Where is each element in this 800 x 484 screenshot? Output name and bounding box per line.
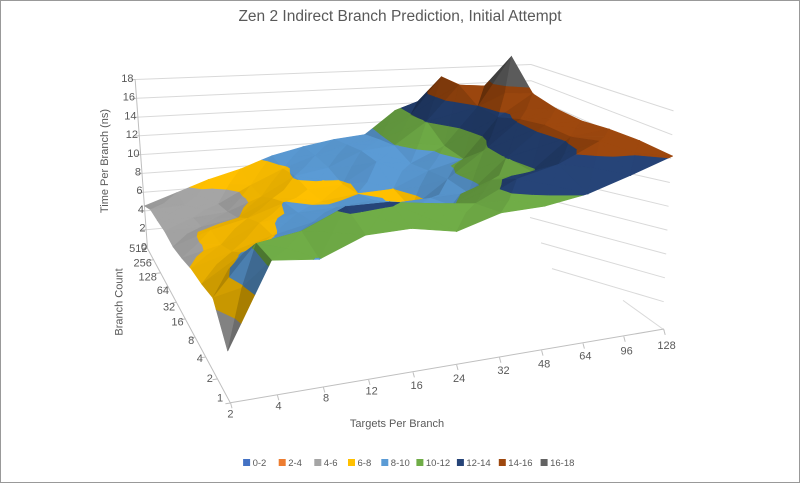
svg-text:12: 12 <box>365 385 377 397</box>
svg-text:128: 128 <box>657 340 675 352</box>
svg-text:8: 8 <box>323 392 329 404</box>
svg-text:64: 64 <box>579 350 591 362</box>
svg-text:6: 6 <box>136 185 142 197</box>
svg-text:32: 32 <box>497 365 509 377</box>
svg-text:16: 16 <box>171 317 183 329</box>
svg-text:16-18: 16-18 <box>550 458 574 469</box>
svg-text:16: 16 <box>410 380 422 392</box>
svg-text:Targets Per Branch: Targets Per Branch <box>350 418 444 430</box>
svg-text:12-14: 12-14 <box>466 458 490 469</box>
svg-text:4: 4 <box>275 400 281 412</box>
svg-text:96: 96 <box>620 345 632 357</box>
svg-text:4: 4 <box>138 204 144 216</box>
svg-text:48: 48 <box>538 359 550 371</box>
svg-text:1: 1 <box>217 393 223 405</box>
svg-text:32: 32 <box>163 302 175 314</box>
svg-text:128: 128 <box>139 272 157 284</box>
svg-text:0-2: 0-2 <box>253 458 267 469</box>
svg-text:8-10: 8-10 <box>391 458 410 469</box>
svg-text:8: 8 <box>188 335 194 347</box>
svg-text:10: 10 <box>127 148 139 160</box>
svg-text:2: 2 <box>227 409 233 421</box>
svg-text:Branch Count: Branch Count <box>114 268 126 335</box>
svg-text:8: 8 <box>135 167 141 179</box>
svg-text:4-6: 4-6 <box>324 458 338 469</box>
svg-text:512: 512 <box>129 243 147 255</box>
svg-text:0: 0 <box>141 241 147 253</box>
svg-text:4: 4 <box>197 353 203 365</box>
svg-text:2: 2 <box>207 373 213 385</box>
svg-text:18: 18 <box>121 73 133 85</box>
svg-text:2-4: 2-4 <box>288 458 302 469</box>
svg-text:24: 24 <box>453 373 465 385</box>
svg-text:16: 16 <box>123 92 135 104</box>
svg-text:14-16: 14-16 <box>508 458 532 469</box>
svg-text:14: 14 <box>124 110 136 122</box>
svg-text:2: 2 <box>139 223 145 235</box>
svg-text:10-12: 10-12 <box>426 458 450 469</box>
svg-text:Time Per Branch (ns): Time Per Branch (ns) <box>99 109 111 213</box>
svg-text:256: 256 <box>134 258 152 270</box>
svg-text:12: 12 <box>126 129 138 141</box>
svg-text:64: 64 <box>157 285 169 297</box>
svg-text:6-8: 6-8 <box>358 458 372 469</box>
